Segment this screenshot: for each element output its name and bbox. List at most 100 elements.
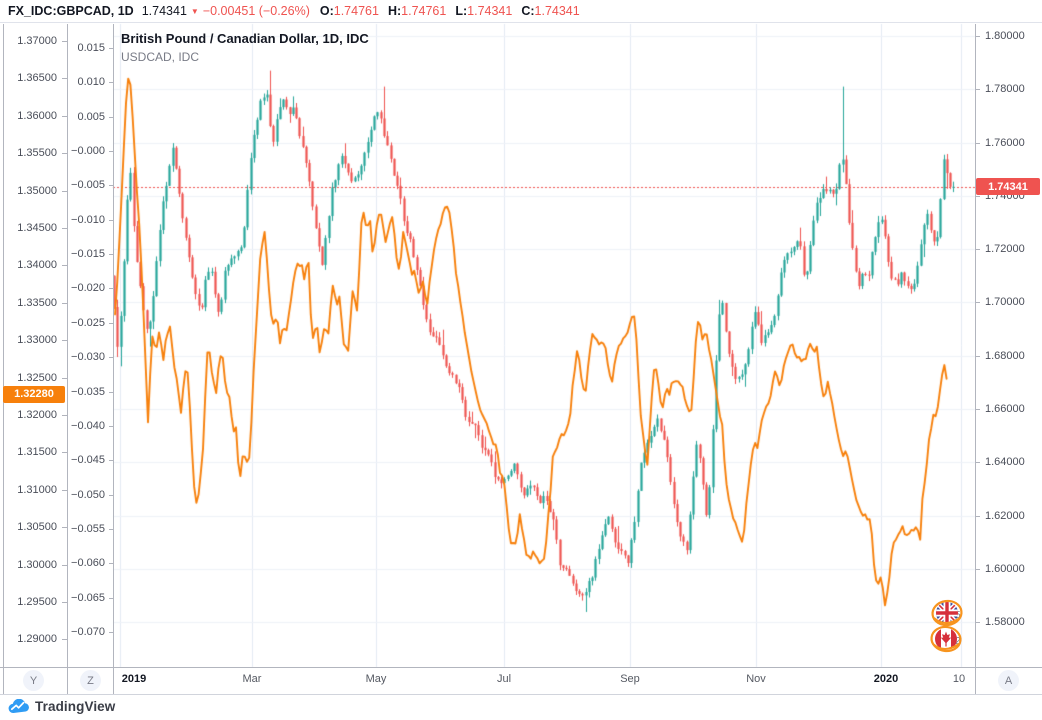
- axis-tick-mark: [975, 462, 980, 464]
- chart-legend: British Pound / Canadian Dollar, 1D, IDC…: [121, 31, 369, 65]
- ohlc-item: H:1.74761: [387, 4, 447, 18]
- indicator-axis-tick-label: −0.005: [71, 179, 105, 192]
- indicator-axis-tick-label: −0.045: [71, 454, 105, 467]
- axis-tick-mark: [109, 563, 113, 565]
- axis-tick-mark: [109, 185, 113, 187]
- right-axis-tick-label: 1.68000: [985, 349, 1025, 362]
- axis-tick-mark: [62, 602, 67, 603]
- axis-tick-mark: [109, 47, 113, 49]
- plot-left-border: [113, 24, 114, 694]
- currency-flags[interactable]: [921, 599, 985, 667]
- time-axis-label: Nov: [746, 673, 766, 685]
- time-axis-bottom-border: [0, 694, 1042, 695]
- axis-tick-mark: [62, 153, 67, 155]
- axis-tick-mark: [62, 639, 67, 641]
- axis-tick-mark: [62, 377, 67, 379]
- axis-tick-mark: [109, 254, 113, 256]
- indicator-axis-tick-label: −0.040: [71, 419, 105, 432]
- axis-tick-mark: [62, 302, 67, 304]
- axis-tick-mark: [62, 115, 67, 117]
- ohlc-item: L:1.74341: [455, 4, 513, 18]
- indicator-axis-tick-label: 0.015: [77, 41, 105, 54]
- indicator-axis-tick-label: 0.010: [77, 76, 105, 89]
- a-scale-button[interactable]: A: [998, 670, 1019, 691]
- right-axis-tick-label: 1.62000: [985, 509, 1025, 522]
- left-price-axis[interactable]: 1.37000 1.36500 1.36000 1.35500 1.35000 1.345…: [0, 24, 67, 667]
- axis-tick-mark: [62, 228, 67, 229]
- left-axis-tick-label: 1.35000: [17, 184, 57, 197]
- indicator-axis-tick-label: −0.060: [71, 557, 105, 570]
- axis-tick-mark: [975, 568, 980, 570]
- axis-tick-mark: [109, 391, 113, 393]
- tradingview-logo-text: TradingView: [35, 699, 116, 714]
- ohlc-item: O:1.74761: [319, 4, 379, 18]
- tradingview-logo[interactable]: TradingView: [8, 699, 115, 714]
- right-axis-tick-label: 1.58000: [985, 616, 1025, 629]
- flag-note-top: 5: [955, 610, 961, 621]
- indicator-axis-tick-label: 0.005: [77, 110, 105, 123]
- right-axis-tick-label: 1.76000: [985, 136, 1025, 149]
- usdcad-price-label: 1.32280: [3, 385, 65, 403]
- plot-right-border: [975, 24, 976, 694]
- left-axis-tick-label: 1.33000: [17, 334, 57, 347]
- axis-tick-mark: [109, 460, 113, 462]
- time-axis-label: May: [365, 673, 387, 685]
- time-axis-label: Mar: [242, 673, 262, 685]
- left-axis-tick-label: 1.35500: [17, 147, 57, 160]
- left-axis-tick-label: 1.32000: [17, 409, 57, 421]
- indicator-axis-tick-label: −0.025: [71, 316, 105, 329]
- canada-flag-icon[interactable]: [930, 625, 962, 653]
- indicator-axis-tick-label: −0.010: [71, 213, 105, 226]
- indicator-axis-tick-label: −0.015: [71, 248, 105, 261]
- left-axis-tick-label: 1.30000: [17, 558, 57, 571]
- z-scale-button[interactable]: Z: [80, 670, 101, 691]
- last-price: 1.74341: [141, 4, 187, 18]
- chart-title[interactable]: British Pound / Canadian Dollar, 1D, IDC: [121, 31, 369, 46]
- time-axis-label: 10: [952, 673, 966, 685]
- axis-tick-mark: [62, 452, 67, 454]
- time-axis-label: Jul: [496, 673, 512, 685]
- left-axis-tick-label: 1.31500: [17, 446, 57, 459]
- indicator-axis-tick-label: −0.030: [71, 351, 105, 364]
- time-axis-label: Sep: [620, 673, 640, 685]
- axis-tick-mark: [109, 219, 113, 221]
- left-axis-tick-label: 1.34000: [17, 259, 57, 272]
- axis-tick-mark: [109, 288, 113, 290]
- left-indicator-axis[interactable]: 0.015 0.010 0.005 −0.000 −0.005 −0.010 −0.015 −…: [67, 24, 113, 667]
- uk-flag-icon[interactable]: [931, 599, 963, 627]
- axis-tick-mark: [975, 302, 980, 304]
- axis-tick-mark: [62, 78, 67, 80]
- indicator-axis-tick-label: −0.000: [71, 145, 105, 157]
- left-axis-tick-label: 1.29500: [17, 596, 57, 608]
- y-scale-button[interactable]: Y: [23, 670, 44, 691]
- symbol-name[interactable]: FX_IDC:GBPCAD, 1D: [8, 4, 134, 18]
- left-axis-tick-label: 1.33500: [17, 296, 57, 309]
- right-axis-tick-label: 1.64000: [985, 456, 1025, 469]
- time-axis[interactable]: 2019 Mar May Jul Sep Nov 2020 10: [0, 667, 1042, 694]
- axis-tick-mark: [62, 41, 67, 42]
- right-price-axis[interactable]: 1.80000 1.78000 1.76000 1.74000 1.72000 1.700…: [975, 24, 1042, 667]
- left-axis-tick-label: 1.34500: [17, 222, 57, 234]
- axis-tick-mark: [109, 597, 113, 599]
- indicator-axis-tick-label: −0.055: [71, 522, 105, 535]
- left-axis-tick-label: 1.31000: [17, 483, 57, 496]
- axis-tick-mark: [109, 632, 113, 634]
- right-axis-tick-label: 1.80000: [985, 30, 1025, 42]
- right-axis-tick-label: 1.66000: [985, 402, 1025, 415]
- axis-tick-mark: [975, 408, 980, 410]
- left-axis-tick-label: 1.37000: [17, 35, 57, 47]
- axis-tick-mark: [109, 357, 113, 359]
- plot-bottom-border: [0, 667, 1042, 668]
- chart-subtitle[interactable]: USDCAD, IDC: [121, 50, 200, 64]
- ohlc-readout: O:1.74761 H:1.74761 L:1.74341 C:1.74341: [320, 4, 580, 18]
- axis-tick-mark: [62, 265, 67, 267]
- right-axis-tick-label: 1.72000: [985, 243, 1025, 256]
- left-axis-tick-label: 1.36000: [17, 109, 57, 122]
- ohlc-item: C:1.74341: [521, 4, 580, 18]
- axis-tick-mark: [109, 82, 113, 84]
- left-axis-tick-label: 1.36500: [17, 72, 57, 85]
- tradingview-cloud-icon: [8, 699, 29, 714]
- axis-tick-mark: [109, 425, 113, 427]
- axis-tick-mark: [109, 322, 113, 324]
